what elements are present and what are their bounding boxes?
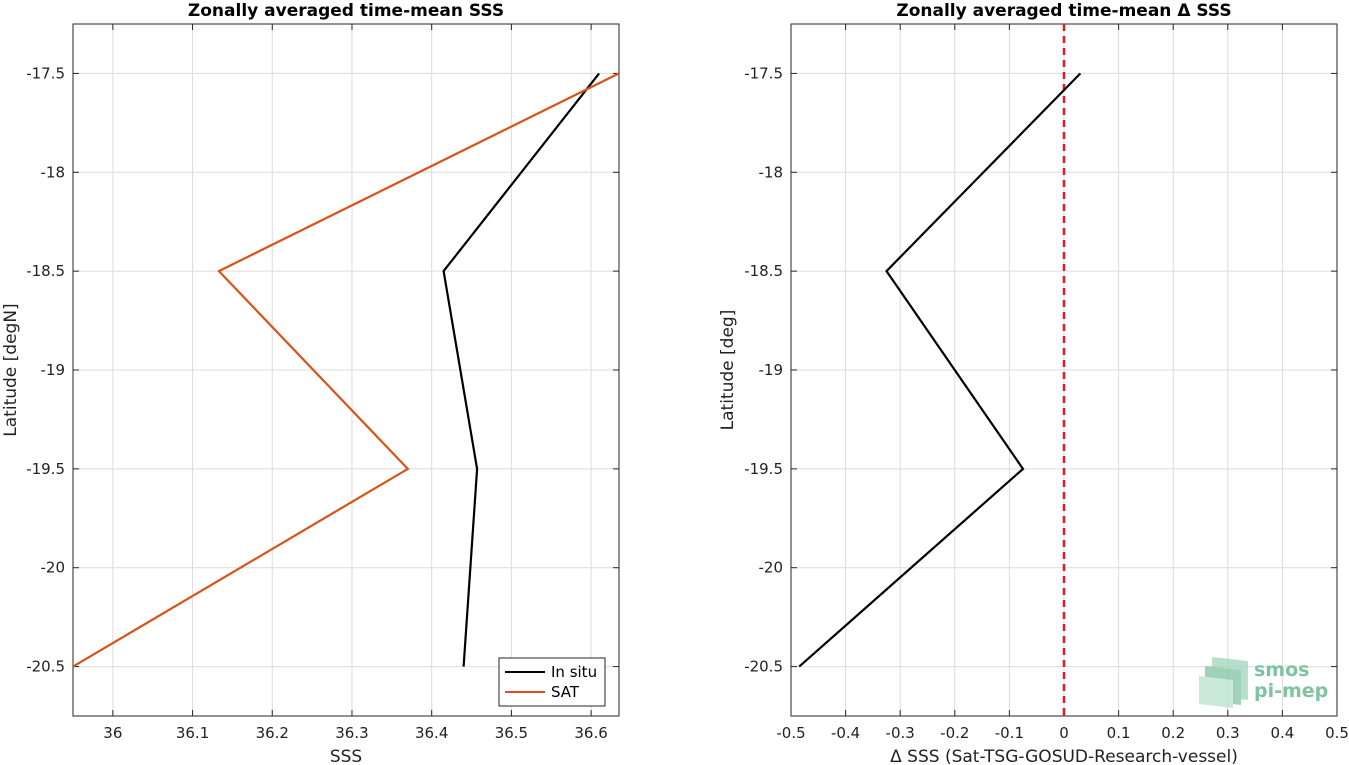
legend: In situ SAT xyxy=(498,657,606,707)
left-x-axis-label: SSS xyxy=(330,747,362,765)
right-y-tick-label: -20.5 xyxy=(744,658,783,676)
right-x-tick-label: 0.4 xyxy=(1270,724,1294,742)
right-y-axis-label: Latitude [deg] xyxy=(718,310,738,431)
right-y-tick-label: -17.5 xyxy=(744,64,783,82)
right-x-tick-label: 0 xyxy=(1059,724,1069,742)
left-x-tick-label: 36.2 xyxy=(256,724,289,742)
left-y-axis-label: Latitude [degN] xyxy=(1,303,21,436)
left-ticks: 36 36.1 36.2 36.3 36.4 36.5 36.6 -17.5 -18 -18.5 -… xyxy=(26,24,619,742)
chart-left: 36 36.1 36.2 36.3 36.4 36.5 36.6 -17.5 -18 -18.5 -… xyxy=(1,1,620,765)
right-x-tick-label: -0.4 xyxy=(831,724,860,742)
left-x-tick-label: 36.4 xyxy=(415,724,448,742)
legend-box xyxy=(498,657,606,707)
right-series xyxy=(798,72,1082,668)
right-y-tick-label: -18.5 xyxy=(744,262,783,280)
right-x-tick-label: 0.2 xyxy=(1161,724,1185,742)
left-x-tick-label: 36.1 xyxy=(176,724,209,742)
logo-text-pi-mep: pi-mep xyxy=(1254,680,1328,702)
left-y-tick-label: -18 xyxy=(41,163,66,181)
right-x-tick-label: 0.1 xyxy=(1107,724,1131,742)
left-y-tick-label: -19 xyxy=(41,361,66,379)
right-series-line-series-0 xyxy=(798,72,1082,668)
right-y-tick-label: -19 xyxy=(759,361,784,379)
left-y-tick-label: -17.5 xyxy=(26,64,65,82)
right-x-tick-label: -0.1 xyxy=(995,724,1024,742)
left-y-tick-label: -19.5 xyxy=(26,460,65,478)
left-series xyxy=(72,72,620,668)
logo-wave-icon xyxy=(1199,657,1248,708)
left-y-tick-label: -20 xyxy=(41,559,66,577)
right-x-tick-label: -0.3 xyxy=(886,724,915,742)
right-x-axis-label: Δ SSS (Sat-TSG-GOSUD-Research-vessel) xyxy=(890,747,1238,765)
left-x-tick-label: 36.6 xyxy=(574,724,607,742)
smos-pi-mep-logo: smos pi-mep xyxy=(1199,657,1328,708)
left-gridlines xyxy=(73,24,619,716)
left-series-line-sat xyxy=(72,72,620,668)
left-y-tick-label: -18.5 xyxy=(26,262,65,280)
right-x-tick-label: 0.3 xyxy=(1216,724,1240,742)
right-ticks: -0.5 -0.4 -0.3 -0.2 -0.1 0 0.1 0.2 0.3 0.4 0.5 -17.… xyxy=(744,24,1349,742)
left-x-tick-label: 36.3 xyxy=(335,724,368,742)
right-x-tick-label: -0.5 xyxy=(776,724,805,742)
right-y-tick-label: -18 xyxy=(759,163,784,181)
chart-right: -0.5 -0.4 -0.3 -0.2 -0.1 0 0.1 0.2 0.3 0.4 0.5 -17.… xyxy=(718,1,1349,765)
right-x-tick-label: 0.5 xyxy=(1325,724,1349,742)
right-x-tick-label: -0.2 xyxy=(940,724,969,742)
right-chart-title: Zonally averaged time-mean Δ SSS xyxy=(896,1,1231,21)
left-x-tick-label: 36 xyxy=(103,724,122,742)
right-y-tick-label: -20 xyxy=(759,559,784,577)
left-series-line-in-situ xyxy=(442,72,600,667)
legend-label-in-situ: In situ xyxy=(551,663,597,681)
right-y-tick-label: -19.5 xyxy=(744,460,783,478)
left-x-tick-label: 36.5 xyxy=(495,724,528,742)
logo-text-smos: smos xyxy=(1254,659,1309,681)
legend-label-sat: SAT xyxy=(551,683,580,701)
left-y-tick-label: -20.5 xyxy=(26,658,65,676)
left-chart-title: Zonally averaged time-mean SSS xyxy=(188,1,504,21)
